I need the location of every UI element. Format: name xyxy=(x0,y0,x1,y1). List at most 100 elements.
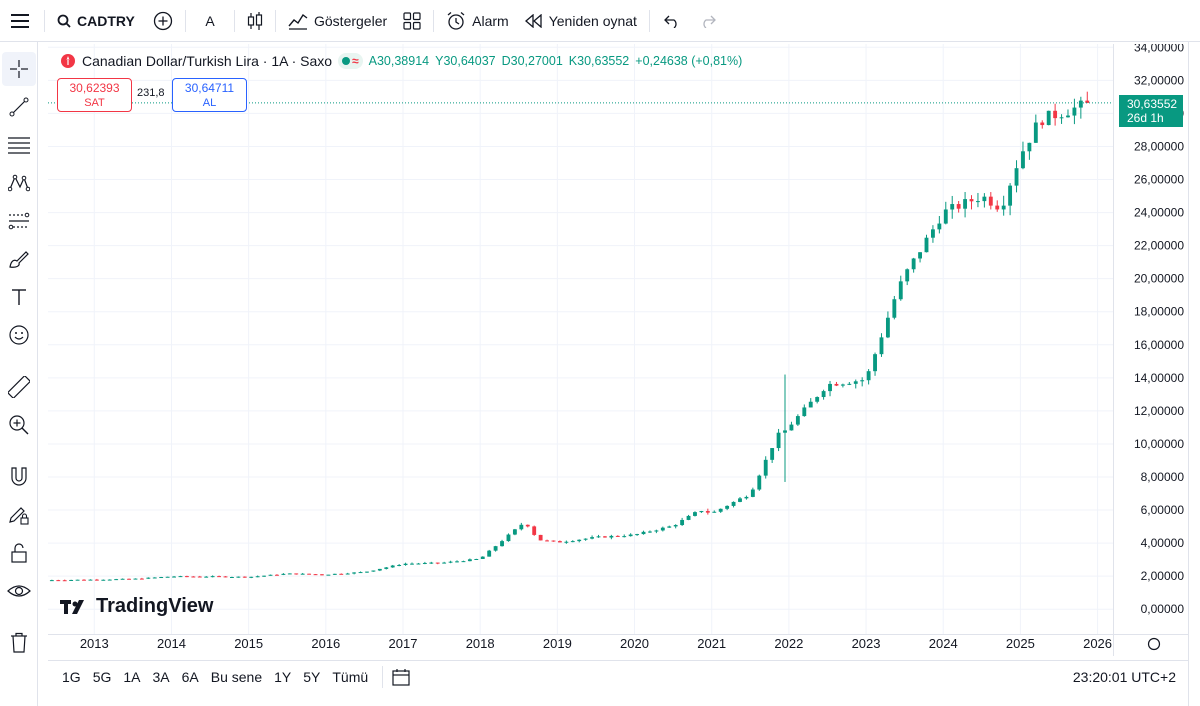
candle-body[interactable] xyxy=(480,556,485,559)
candle-body[interactable] xyxy=(493,546,498,551)
candle-body[interactable] xyxy=(738,498,742,502)
candle-body[interactable] xyxy=(165,576,170,578)
candle-body[interactable] xyxy=(197,576,202,578)
candle-body[interactable] xyxy=(320,574,324,576)
candle-body[interactable] xyxy=(1008,185,1013,206)
price-chart[interactable]: 0,00000 2,00000 4,00000 6,00000 8,00000 10,00… xyxy=(48,44,1188,656)
range-button[interactable]: Tümü xyxy=(332,668,369,685)
candle-body[interactable] xyxy=(127,578,131,580)
candle-body[interactable] xyxy=(911,258,916,270)
candle-body[interactable] xyxy=(223,576,228,578)
candle-body[interactable] xyxy=(557,541,562,543)
zoom-tool[interactable] xyxy=(2,408,36,442)
candle-body[interactable] xyxy=(860,380,865,382)
candle-body[interactable] xyxy=(1014,168,1019,186)
candle-body[interactable] xyxy=(795,416,800,425)
candle-body[interactable] xyxy=(847,383,852,385)
candle-body[interactable] xyxy=(583,538,588,540)
candle-body[interactable] xyxy=(512,529,517,535)
candle-body[interactable] xyxy=(898,281,903,300)
candle-body[interactable] xyxy=(56,580,61,582)
layouts-button[interactable] xyxy=(395,4,429,38)
candle-body[interactable] xyxy=(352,572,357,574)
candle-body[interactable] xyxy=(410,563,414,565)
crosshair-tool[interactable] xyxy=(2,52,36,86)
candle-body[interactable] xyxy=(384,567,389,569)
text-tool[interactable] xyxy=(2,280,36,314)
range-button[interactable]: 5G xyxy=(92,668,112,685)
candle-body[interactable] xyxy=(635,534,640,536)
candle-body[interactable] xyxy=(693,512,697,516)
candle-body[interactable] xyxy=(1078,100,1083,108)
candle-body[interactable] xyxy=(1046,110,1051,126)
replay-button[interactable]: Yeniden oynat xyxy=(517,4,645,38)
candle-body[interactable] xyxy=(184,576,189,578)
interval-button[interactable]: A xyxy=(190,4,230,38)
candle-body[interactable] xyxy=(969,199,974,202)
candle-body[interactable] xyxy=(236,576,241,578)
candle-body[interactable] xyxy=(69,579,74,581)
hide-drawings-tool[interactable] xyxy=(2,574,36,608)
candle-body[interactable] xyxy=(255,576,260,578)
candle-body[interactable] xyxy=(210,576,215,578)
magnet-tool[interactable] xyxy=(2,460,36,494)
redo-button[interactable] xyxy=(690,4,726,38)
candle-body[interactable] xyxy=(422,562,427,564)
candle-body[interactable] xyxy=(731,501,736,506)
candle-body[interactable] xyxy=(879,337,884,355)
candle-body[interactable] xyxy=(905,269,910,282)
range-button[interactable]: 3A xyxy=(152,668,170,685)
emoji-tool[interactable] xyxy=(2,318,36,352)
candle-body[interactable] xyxy=(802,407,807,417)
candle-body[interactable] xyxy=(230,576,234,578)
candle-body[interactable] xyxy=(403,563,408,566)
candle-body[interactable] xyxy=(654,530,659,532)
candle-body[interactable] xyxy=(873,354,877,372)
candle-body[interactable] xyxy=(815,397,820,402)
candle-body[interactable] xyxy=(641,531,646,535)
candle-body[interactable] xyxy=(956,204,961,209)
candle-body[interactable] xyxy=(146,577,151,579)
candle-body[interactable] xyxy=(217,576,221,578)
go-to-date-button[interactable] xyxy=(391,667,411,687)
candle-body[interactable] xyxy=(622,536,627,538)
trend-line-tool[interactable] xyxy=(2,90,36,124)
candle-body[interactable] xyxy=(609,535,614,538)
candle-body[interactable] xyxy=(172,576,176,578)
candle-body[interactable] xyxy=(840,384,845,386)
candle-body[interactable] xyxy=(114,579,119,581)
range-button[interactable]: 1Y xyxy=(274,668,292,685)
candle-body[interactable] xyxy=(1059,117,1064,119)
candle-body[interactable] xyxy=(564,541,569,543)
brush-tool[interactable] xyxy=(2,242,36,276)
candle-body[interactable] xyxy=(1040,122,1045,126)
candle-body[interactable] xyxy=(82,579,86,581)
candle-body[interactable] xyxy=(474,558,479,560)
candle-body[interactable] xyxy=(628,534,633,537)
menu-button[interactable] xyxy=(0,4,40,38)
candle-body[interactable] xyxy=(918,252,922,259)
candle-body[interactable] xyxy=(397,565,402,567)
candle-body[interactable] xyxy=(590,537,595,539)
lock-all-tool[interactable] xyxy=(2,536,36,570)
candle-body[interactable] xyxy=(525,524,530,527)
chart-pane[interactable]: 0,00000 2,00000 4,00000 6,00000 8,00000 10,00… xyxy=(48,44,1200,656)
candle-body[interactable] xyxy=(455,561,459,563)
candle-body[interactable] xyxy=(615,535,620,537)
candle-body[interactable] xyxy=(159,577,164,579)
candle-body[interactable] xyxy=(101,579,106,581)
candle-body[interactable] xyxy=(686,515,691,520)
candle-body[interactable] xyxy=(937,223,942,230)
alarm-button[interactable]: Alarm xyxy=(438,4,517,38)
candle-body[interactable] xyxy=(570,541,575,543)
symbol-title[interactable]: Canadian Dollar/Turkish Lira · 1A · Saxo xyxy=(82,53,333,69)
candle-body[interactable] xyxy=(963,199,968,209)
candle-body[interactable] xyxy=(725,505,730,509)
candle-body[interactable] xyxy=(294,573,299,575)
candle-body[interactable] xyxy=(519,524,524,530)
compare-symbol-button[interactable] xyxy=(145,4,181,38)
candle-body[interactable] xyxy=(358,572,363,574)
candle-body[interactable] xyxy=(332,573,337,575)
candle-body[interactable] xyxy=(718,508,723,512)
pattern-tool[interactable] xyxy=(2,166,36,200)
